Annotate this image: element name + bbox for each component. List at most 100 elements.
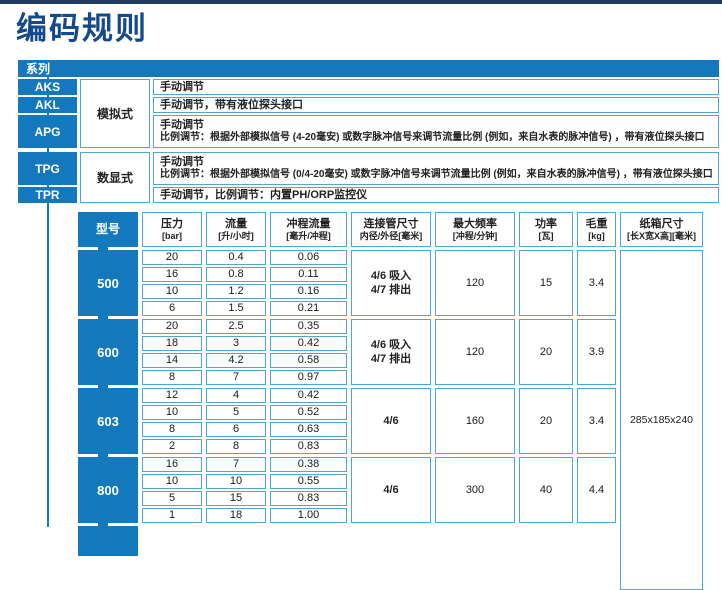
stroke-volume-cell: 0.55	[270, 474, 347, 489]
series-desc-cell: 手动调节，比例调节：内置PH/ORP监控仪	[153, 187, 719, 203]
gross-weight-cell: 3.9	[577, 319, 616, 385]
series-desc-cell: 手动调节 比例调节：根据外部模拟信号 (0/4-20毫安) 或数字脉冲信号来调节流…	[153, 152, 719, 185]
series-desc-cell: 手动调节，带有液位探头接口	[153, 97, 719, 113]
flow-connector-line-series	[47, 76, 49, 527]
stroke-volume-cell: 0.42	[270, 336, 347, 351]
series-code-cell: AKL	[18, 97, 77, 113]
pressure-cell: 10	[142, 474, 202, 489]
flow-cell: 5	[206, 405, 266, 420]
max-frequency-cell: 120	[435, 250, 515, 316]
pressure-cell: 20	[142, 319, 202, 334]
series-table: 系列 AKS AKL APG 模拟式 手动调节手动调节，带有液位探头接口手动调节 比例…	[18, 60, 719, 203]
stroke-volume-cell: 0.83	[270, 491, 347, 506]
pipe-size-cell: 4/6	[351, 388, 431, 454]
series-type-cell: 数显式	[80, 152, 150, 203]
pipe-size-cell: 4/6 吸入 4/7 排出	[351, 250, 431, 316]
spec-header-cell: 毛重 [kg]	[577, 212, 616, 247]
series-group: TPG TPR 数显式 手动调节 比例调节：根据外部模拟信号 (0/4-20毫安) …	[18, 152, 719, 203]
spec-model-block: 800 16 7 0.38 10 10 0.55 5 15 0.83 1 18 1.00 4/6 300 40…	[78, 457, 703, 523]
flow-cell: 0.4	[206, 250, 266, 265]
gross-weight-cell: 3.4	[577, 388, 616, 454]
spec-header-model: 型号	[78, 212, 138, 247]
series-table-header: 系列	[18, 60, 719, 77]
stroke-volume-cell: 0.58	[270, 353, 347, 368]
series-desc-column: 手动调节 比例调节：根据外部模拟信号 (0/4-20毫安) 或数字脉冲信号来调节流…	[153, 152, 719, 203]
pressure-cell: 6	[142, 301, 202, 316]
stroke-volume-cell: 1.00	[270, 508, 347, 523]
series-groups: AKS AKL APG 模拟式 手动调节手动调节，带有液位探头接口手动调节 比例调节：…	[18, 79, 719, 203]
flow-cell: 10	[206, 474, 266, 489]
max-frequency-cell: 120	[435, 319, 515, 385]
pressure-cell: 14	[142, 353, 202, 368]
gross-weight-cell: 4.4	[577, 457, 616, 523]
series-code-cell: TPG	[18, 152, 77, 185]
max-frequency-cell: 300	[435, 457, 515, 523]
flow-cell: 7	[206, 370, 266, 385]
pipe-size-cell: 4/6 吸入 4/7 排出	[351, 319, 431, 385]
pipe-size-cell: 4/6	[351, 457, 431, 523]
stroke-volume-cell: 0.11	[270, 267, 347, 282]
gross-weight-cell: 3.4	[577, 250, 616, 316]
spec-table: 型号 压力 [bar] 流量 [升/小时] 冲程流量 [毫升/冲程] 连接管尺寸 内径/外径[毫…	[78, 212, 703, 590]
flow-cell: 2.5	[206, 319, 266, 334]
max-frequency-cell: 160	[435, 388, 515, 454]
next-model-cell-partial	[78, 526, 138, 556]
flow-cell: 1.2	[206, 284, 266, 299]
stroke-volume-cell: 0.52	[270, 405, 347, 420]
spec-header-cell: 连接管尺寸 内径/外径[毫米]	[351, 212, 431, 247]
series-desc-cell: 手动调节	[153, 79, 719, 95]
flow-connector-line-models	[98, 245, 108, 527]
pressure-cell: 10	[142, 405, 202, 420]
series-desc-cell: 手动调节 比例调节：根据外部模拟信号 (4-20毫安) 或数字脉冲信号来调节流量比…	[153, 115, 719, 148]
top-accent-bar	[0, 0, 722, 4]
power-cell: 15	[519, 250, 573, 316]
flow-cell: 15	[206, 491, 266, 506]
stroke-volume-cell: 0.21	[270, 301, 347, 316]
series-code-column: TPG TPR	[18, 152, 77, 203]
pressure-cell: 5	[142, 491, 202, 506]
pressure-cell: 10	[142, 284, 202, 299]
flow-cell: 18	[206, 508, 266, 523]
power-cell: 20	[519, 319, 573, 385]
model-number-cell: 500	[78, 250, 138, 316]
stroke-volume-cell: 0.16	[270, 284, 347, 299]
spec-header-cell: 流量 [升/小时]	[206, 212, 266, 247]
pressure-cell: 16	[142, 267, 202, 282]
spec-model-block: 500 20 0.4 0.06 16 0.8 0.11 10 1.2 0.16 6 1.5 0.21 4/…	[78, 250, 703, 316]
series-code-column: AKS AKL APG	[18, 79, 77, 148]
flow-cell: 3	[206, 336, 266, 351]
flow-cell: 4	[206, 388, 266, 403]
spec-header-cell: 冲程流量 [毫升/冲程]	[270, 212, 347, 247]
spec-model-block: 603 12 4 0.42 10 5 0.52 8 6 0.63 2 8 0.83 4/6 160 20 3.4	[78, 388, 703, 454]
flow-cell: 4.2	[206, 353, 266, 368]
flow-cell: 7	[206, 457, 266, 472]
stroke-volume-cell: 0.97	[270, 370, 347, 385]
stroke-volume-cell: 0.35	[270, 319, 347, 334]
spec-header-cell: 最大频率 [冲程/分钟]	[435, 212, 515, 247]
spec-header-cell: 压力 [bar]	[142, 212, 202, 247]
power-cell: 40	[519, 457, 573, 523]
pressure-cell: 18	[142, 336, 202, 351]
stroke-volume-cell: 0.63	[270, 422, 347, 437]
carton-size-value: 285x185x240	[629, 414, 694, 426]
pressure-cell: 2	[142, 439, 202, 454]
pressure-cell: 8	[142, 370, 202, 385]
flow-cell: 0.8	[206, 267, 266, 282]
stroke-volume-cell: 0.06	[270, 250, 347, 265]
series-code-cell: APG	[18, 115, 77, 148]
pressure-cell: 12	[142, 388, 202, 403]
series-code-cell: TPR	[18, 187, 77, 203]
flow-cell: 1.5	[206, 301, 266, 316]
spec-model-block: 600 20 2.5 0.35 18 3 0.42 14 4.2 0.58 8 7 0.97 4/6 吸入…	[78, 319, 703, 385]
series-code-cell: AKS	[18, 79, 77, 95]
stroke-volume-cell: 0.38	[270, 457, 347, 472]
flow-cell: 8	[206, 439, 266, 454]
flow-cell: 6	[206, 422, 266, 437]
series-type-cell: 模拟式	[80, 79, 150, 148]
page-title: 编码规则	[16, 11, 148, 46]
pressure-cell: 20	[142, 250, 202, 265]
carton-size-cell: 285x185x240	[620, 250, 703, 590]
model-number-cell: 800	[78, 457, 138, 523]
stroke-volume-cell: 0.42	[270, 388, 347, 403]
model-number-cell: 603	[78, 388, 138, 454]
